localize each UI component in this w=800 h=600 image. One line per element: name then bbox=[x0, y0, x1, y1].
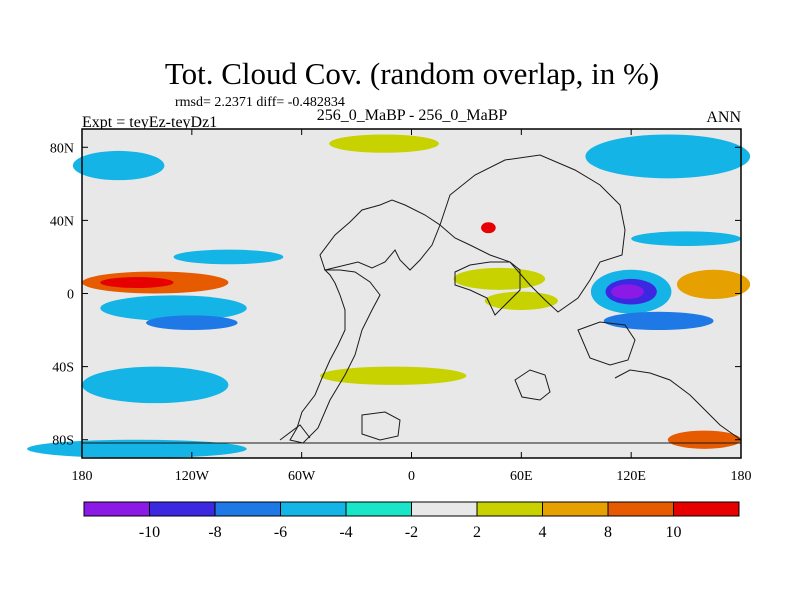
y-tick-label: 0 bbox=[67, 288, 74, 303]
colorbar-swatch-2 bbox=[214, 501, 281, 517]
chart-title: Tot. Cloud Cov. (random overlap, in %) bbox=[165, 56, 659, 91]
contour-region-9 bbox=[453, 267, 546, 290]
contour-region-6 bbox=[611, 284, 644, 299]
colorbar-label: 2 bbox=[473, 524, 481, 541]
contour-region-12 bbox=[329, 134, 439, 153]
colorbar-label: 10 bbox=[666, 524, 682, 541]
y-tick-label: 40S bbox=[52, 361, 74, 376]
colorbar-swatch-5 bbox=[411, 501, 478, 517]
colorbar-swatch-7 bbox=[542, 501, 609, 517]
contour-region-3 bbox=[146, 315, 238, 331]
season-label: ANN bbox=[706, 109, 741, 126]
x-axis: 180 120W 60W 0 60E 120E 180 bbox=[72, 129, 752, 484]
contour-region-13 bbox=[667, 430, 742, 449]
colorbar-label: 4 bbox=[539, 524, 547, 541]
x-tick-label: 120E bbox=[616, 469, 646, 484]
colorbar-swatch-8 bbox=[607, 501, 674, 517]
colorbar-label: -6 bbox=[274, 524, 287, 541]
colorbar-label: 8 bbox=[604, 524, 612, 541]
contour-region-11 bbox=[319, 366, 467, 385]
colorbar: -10 -8 -6 -4 -2 2 4 8 10 bbox=[83, 501, 740, 541]
contour-region-20 bbox=[631, 231, 741, 246]
x-tick-label: 120W bbox=[175, 469, 210, 484]
contour-regions bbox=[27, 134, 751, 458]
x-tick-label: 180 bbox=[731, 469, 752, 484]
contour-region-8 bbox=[676, 269, 751, 299]
contour-region-18 bbox=[82, 366, 229, 404]
contour-region-17 bbox=[173, 249, 284, 265]
colorbar-swatch-0 bbox=[83, 501, 150, 517]
continent-outlines bbox=[82, 154, 742, 444]
contour-region-16 bbox=[585, 134, 751, 179]
y-tick-label: 80N bbox=[50, 141, 74, 156]
contour-region-14 bbox=[481, 222, 496, 234]
y-tick-label: 80S bbox=[52, 434, 74, 449]
colorbar-swatch-4 bbox=[345, 501, 412, 517]
x-tick-label: 60E bbox=[510, 469, 533, 484]
contour-region-1 bbox=[100, 277, 174, 289]
contour-region-10 bbox=[484, 291, 558, 310]
case-label: 256_0_MaBP - 256_0_MaBP bbox=[317, 107, 508, 124]
colorbar-label: -8 bbox=[208, 524, 221, 541]
y-axis: 80N 40N 0 40S 80S bbox=[50, 141, 741, 449]
contour-region-2 bbox=[100, 295, 247, 321]
colorbar-swatch-6 bbox=[476, 501, 543, 517]
colorbar-swatch-1 bbox=[149, 501, 216, 517]
y-tick-label: 40N bbox=[50, 214, 74, 229]
contour-region-7 bbox=[603, 311, 714, 331]
colorbar-label: -10 bbox=[139, 524, 160, 541]
x-tick-label: 0 bbox=[408, 469, 415, 484]
colorbar-label: -2 bbox=[405, 524, 418, 541]
x-tick-label: 60W bbox=[288, 469, 316, 484]
x-tick-label: 180 bbox=[72, 469, 93, 484]
colorbar-swatch-9 bbox=[673, 501, 740, 517]
experiment-label: Expt = teyEz-teyDz1 bbox=[82, 114, 217, 131]
stats-label: rmsd= 2.2371 diff= -0.482834 bbox=[175, 95, 345, 110]
colorbar-swatch-3 bbox=[280, 501, 347, 517]
contour-region-15 bbox=[72, 150, 165, 181]
colorbar-label: -4 bbox=[339, 524, 352, 541]
